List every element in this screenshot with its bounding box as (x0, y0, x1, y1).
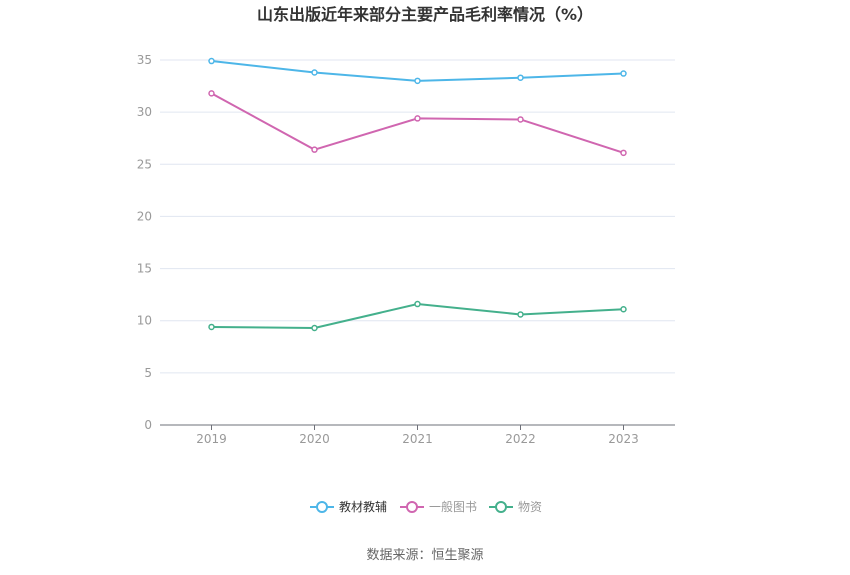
legend-label: 物资 (518, 500, 542, 514)
x-tick-label: 2022 (505, 432, 536, 446)
x-tick-label: 2021 (402, 432, 433, 446)
legend-marker (495, 501, 507, 513)
x-tick-label: 2023 (608, 432, 639, 446)
legend[interactable]: 教材教辅 一般图书 物资 (310, 499, 542, 514)
data-point (620, 305, 627, 313)
y-tick-label: 20 (137, 209, 152, 223)
data-point (517, 311, 524, 318)
series-layer (208, 57, 627, 332)
data-point (414, 300, 421, 308)
source-text: 数据来源：恒生聚源 (366, 548, 483, 563)
y-tick-label: 10 (137, 314, 152, 328)
axes: 0 5 10 15 20 25 30 35 2019 2020 2021 2022 2023 (137, 53, 675, 446)
data-point (414, 115, 421, 122)
data-point (311, 324, 318, 332)
data-point (311, 69, 318, 76)
data-point (208, 57, 215, 65)
legend-label: 教材教辅 (339, 499, 387, 514)
chart-title: 山东出版近年来部分主要产品毛利率情况（%） (257, 5, 593, 24)
y-tick-label: 30 (137, 105, 152, 119)
series-line (211, 303, 624, 330)
y-tick-label: 5 (144, 366, 152, 380)
data-point (311, 146, 318, 153)
y-tick-label: 35 (137, 53, 152, 67)
data-point (517, 74, 524, 81)
data-point (208, 323, 215, 331)
y-tick-label: 25 (137, 157, 152, 171)
x-tick-label: 2019 (196, 432, 227, 446)
data-point (620, 70, 627, 77)
x-tick-label: 2020 (299, 432, 330, 446)
legend-marker (406, 501, 418, 513)
y-tick-label: 15 (137, 262, 152, 276)
data-point (208, 90, 215, 97)
data-point (517, 116, 524, 123)
data-point (620, 149, 627, 157)
series-line (211, 92, 624, 154)
legend-label: 一般图书 (429, 499, 477, 514)
y-tick-label: 0 (144, 418, 152, 432)
legend-marker (316, 501, 328, 513)
data-point (414, 77, 421, 85)
